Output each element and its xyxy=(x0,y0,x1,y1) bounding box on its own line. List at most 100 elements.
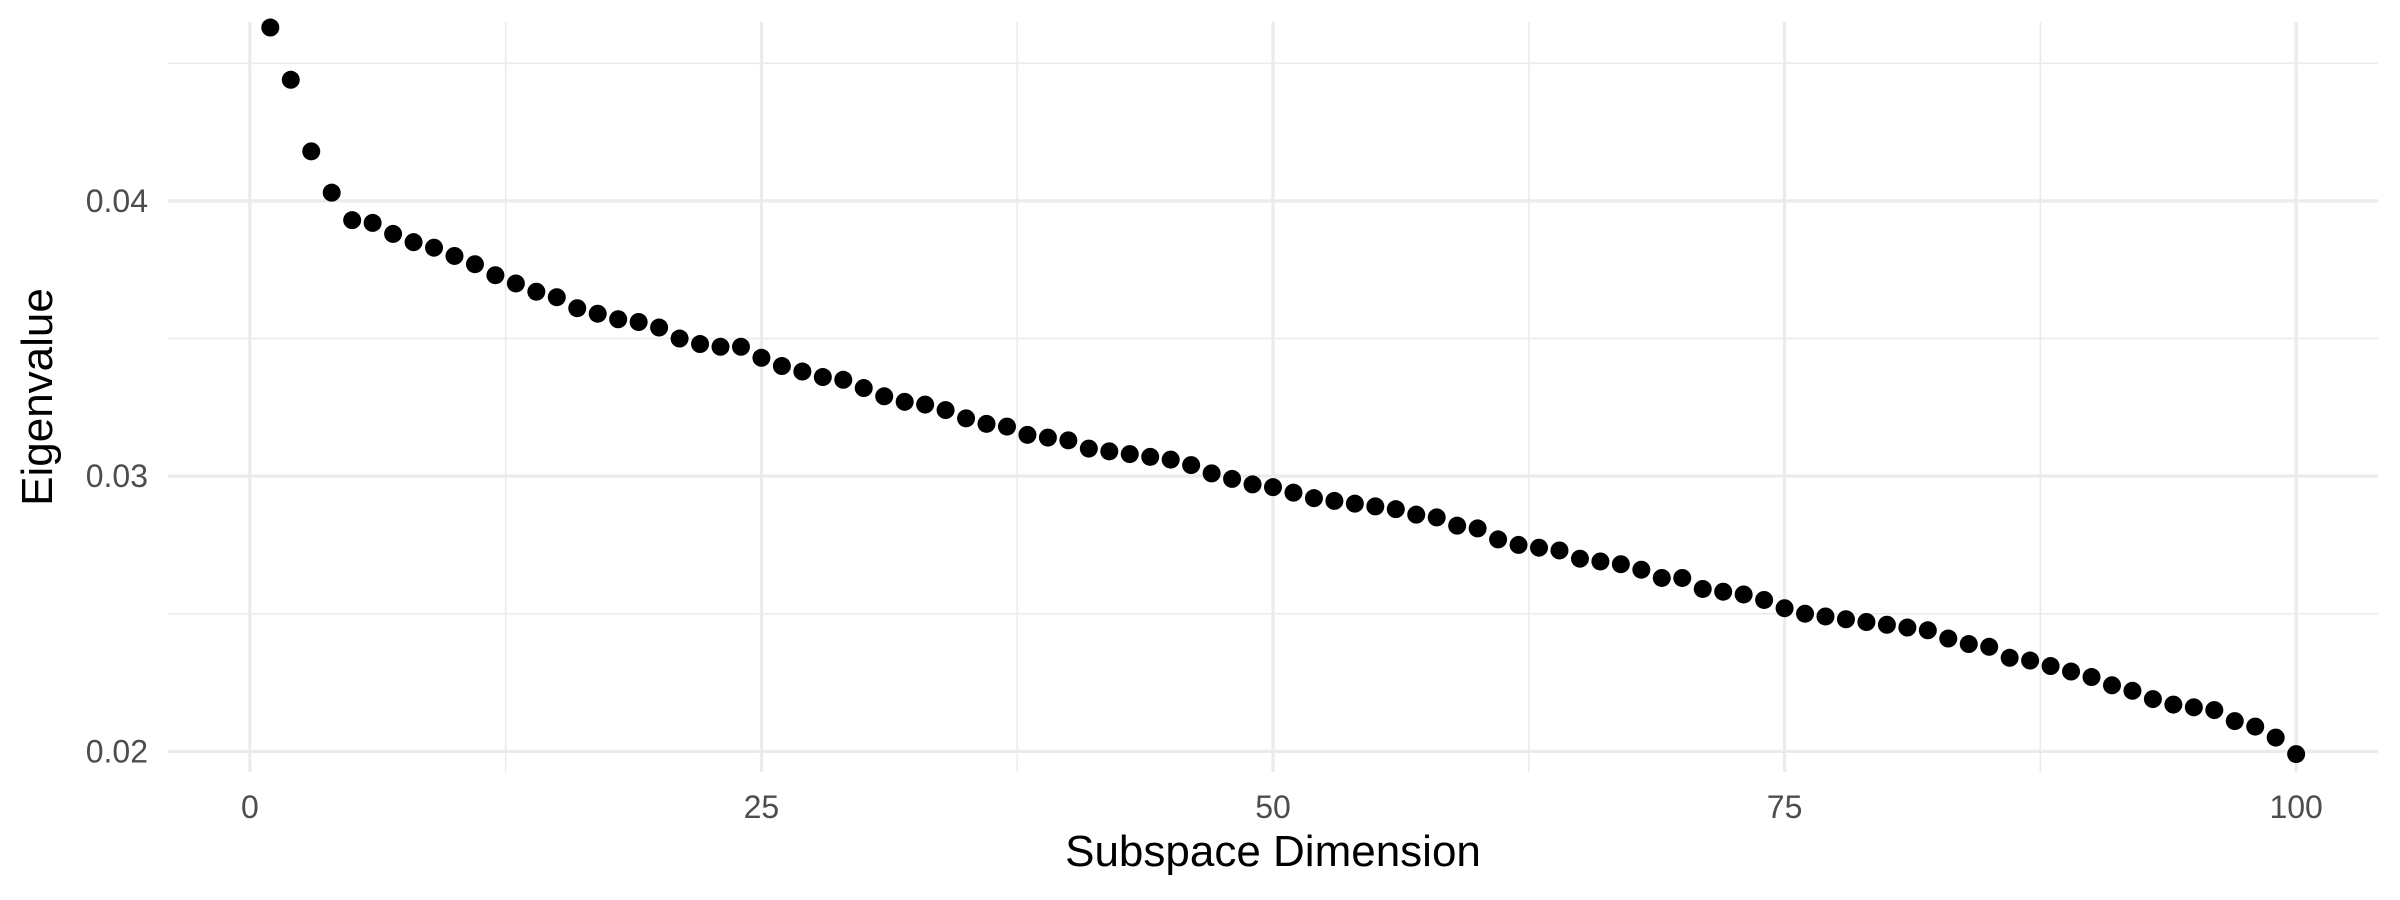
data-point xyxy=(793,362,812,381)
data-point xyxy=(2184,698,2203,717)
data-point xyxy=(1386,500,1405,519)
data-point xyxy=(1939,629,1958,648)
data-point xyxy=(834,370,853,389)
data-point xyxy=(568,299,587,318)
x-axis-tick-labels: 0 25 50 75 100 xyxy=(241,789,2323,825)
data-point xyxy=(1468,519,1487,538)
data-point xyxy=(1796,604,1815,623)
data-point xyxy=(1714,582,1733,601)
data-point xyxy=(2041,657,2060,676)
data-point xyxy=(2143,690,2162,709)
data-point xyxy=(1038,428,1057,447)
data-point xyxy=(895,392,914,411)
data-point xyxy=(731,337,750,356)
data-point xyxy=(854,379,873,398)
data-point xyxy=(445,246,464,265)
data-point xyxy=(425,238,444,257)
data-point xyxy=(1693,579,1712,598)
data-point xyxy=(1345,494,1364,513)
data-point xyxy=(977,414,996,433)
data-point xyxy=(2123,681,2142,700)
data-point xyxy=(2246,717,2265,736)
data-point xyxy=(588,304,607,323)
data-point xyxy=(1284,483,1303,502)
data-point xyxy=(1652,568,1671,587)
data-point xyxy=(711,337,730,356)
data-point xyxy=(1304,489,1323,508)
data-point xyxy=(547,288,566,307)
data-point xyxy=(1959,635,1978,654)
data-point xyxy=(1223,469,1242,488)
data-point xyxy=(1530,538,1549,557)
data-point xyxy=(997,417,1016,436)
y-axis-tick-labels: 0.02 0.03 0.04 xyxy=(86,183,148,769)
data-point xyxy=(609,310,628,329)
data-point xyxy=(1570,549,1589,568)
data-point xyxy=(1325,491,1344,510)
y-tick-label: 0.04 xyxy=(86,183,148,219)
data-point xyxy=(650,318,669,337)
data-point xyxy=(957,409,976,428)
data-point xyxy=(384,224,403,243)
data-point xyxy=(1980,637,1999,656)
data-point xyxy=(343,211,362,230)
data-point xyxy=(1550,541,1569,560)
data-point xyxy=(2062,662,2081,681)
data-point xyxy=(2000,648,2019,667)
data-point xyxy=(2164,695,2183,714)
data-point xyxy=(1059,431,1078,450)
x-tick-label: 50 xyxy=(1255,789,1291,825)
data-point xyxy=(363,213,382,232)
data-point xyxy=(1775,599,1794,618)
data-point xyxy=(1202,464,1221,483)
data-point xyxy=(1591,552,1610,571)
data-point xyxy=(1427,508,1446,527)
data-point xyxy=(1898,618,1917,637)
data-point xyxy=(1448,516,1467,535)
data-point xyxy=(506,274,525,293)
data-point xyxy=(1243,475,1262,494)
data-point xyxy=(2082,668,2101,687)
data-point xyxy=(1816,607,1835,626)
data-point xyxy=(772,357,791,376)
data-point xyxy=(465,255,484,274)
data-point xyxy=(302,142,321,161)
data-point xyxy=(1366,497,1385,516)
data-point xyxy=(1100,442,1119,461)
x-tick-label: 25 xyxy=(744,789,780,825)
y-tick-label: 0.03 xyxy=(86,458,148,494)
data-point xyxy=(2266,728,2285,747)
data-point xyxy=(1857,613,1876,631)
data-point xyxy=(2102,676,2121,695)
data-point xyxy=(629,313,648,331)
data-point xyxy=(936,401,955,420)
x-tick-label: 100 xyxy=(2269,789,2322,825)
x-tick-label: 0 xyxy=(241,789,259,825)
data-points xyxy=(261,18,2306,764)
data-point xyxy=(1079,439,1098,458)
data-point xyxy=(2021,651,2040,670)
data-point xyxy=(527,282,546,301)
data-point xyxy=(1120,445,1139,464)
data-point xyxy=(916,395,935,414)
data-point xyxy=(691,335,710,354)
data-point xyxy=(1141,447,1160,466)
y-tick-label: 0.02 xyxy=(86,733,148,769)
data-point xyxy=(1836,610,1855,629)
data-point xyxy=(322,183,341,202)
data-point xyxy=(486,266,505,285)
data-point xyxy=(1755,590,1774,609)
data-point xyxy=(1734,585,1753,604)
data-point xyxy=(670,329,689,348)
data-point xyxy=(813,368,832,387)
data-point xyxy=(2205,701,2224,720)
data-point xyxy=(1264,478,1282,497)
x-axis-title: Subspace Dimension xyxy=(1065,827,1481,876)
data-point xyxy=(281,70,300,89)
grid xyxy=(168,22,2378,772)
data-point xyxy=(1877,615,1896,634)
data-point xyxy=(1182,456,1201,475)
data-point xyxy=(752,348,771,367)
data-point xyxy=(1673,568,1692,587)
data-point xyxy=(1918,621,1937,640)
